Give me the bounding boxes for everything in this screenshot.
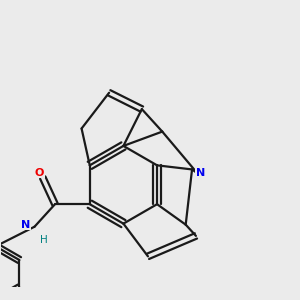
- Text: N: N: [196, 168, 205, 178]
- Text: H: H: [40, 235, 47, 245]
- Text: O: O: [35, 168, 44, 178]
- Text: N: N: [21, 220, 30, 230]
